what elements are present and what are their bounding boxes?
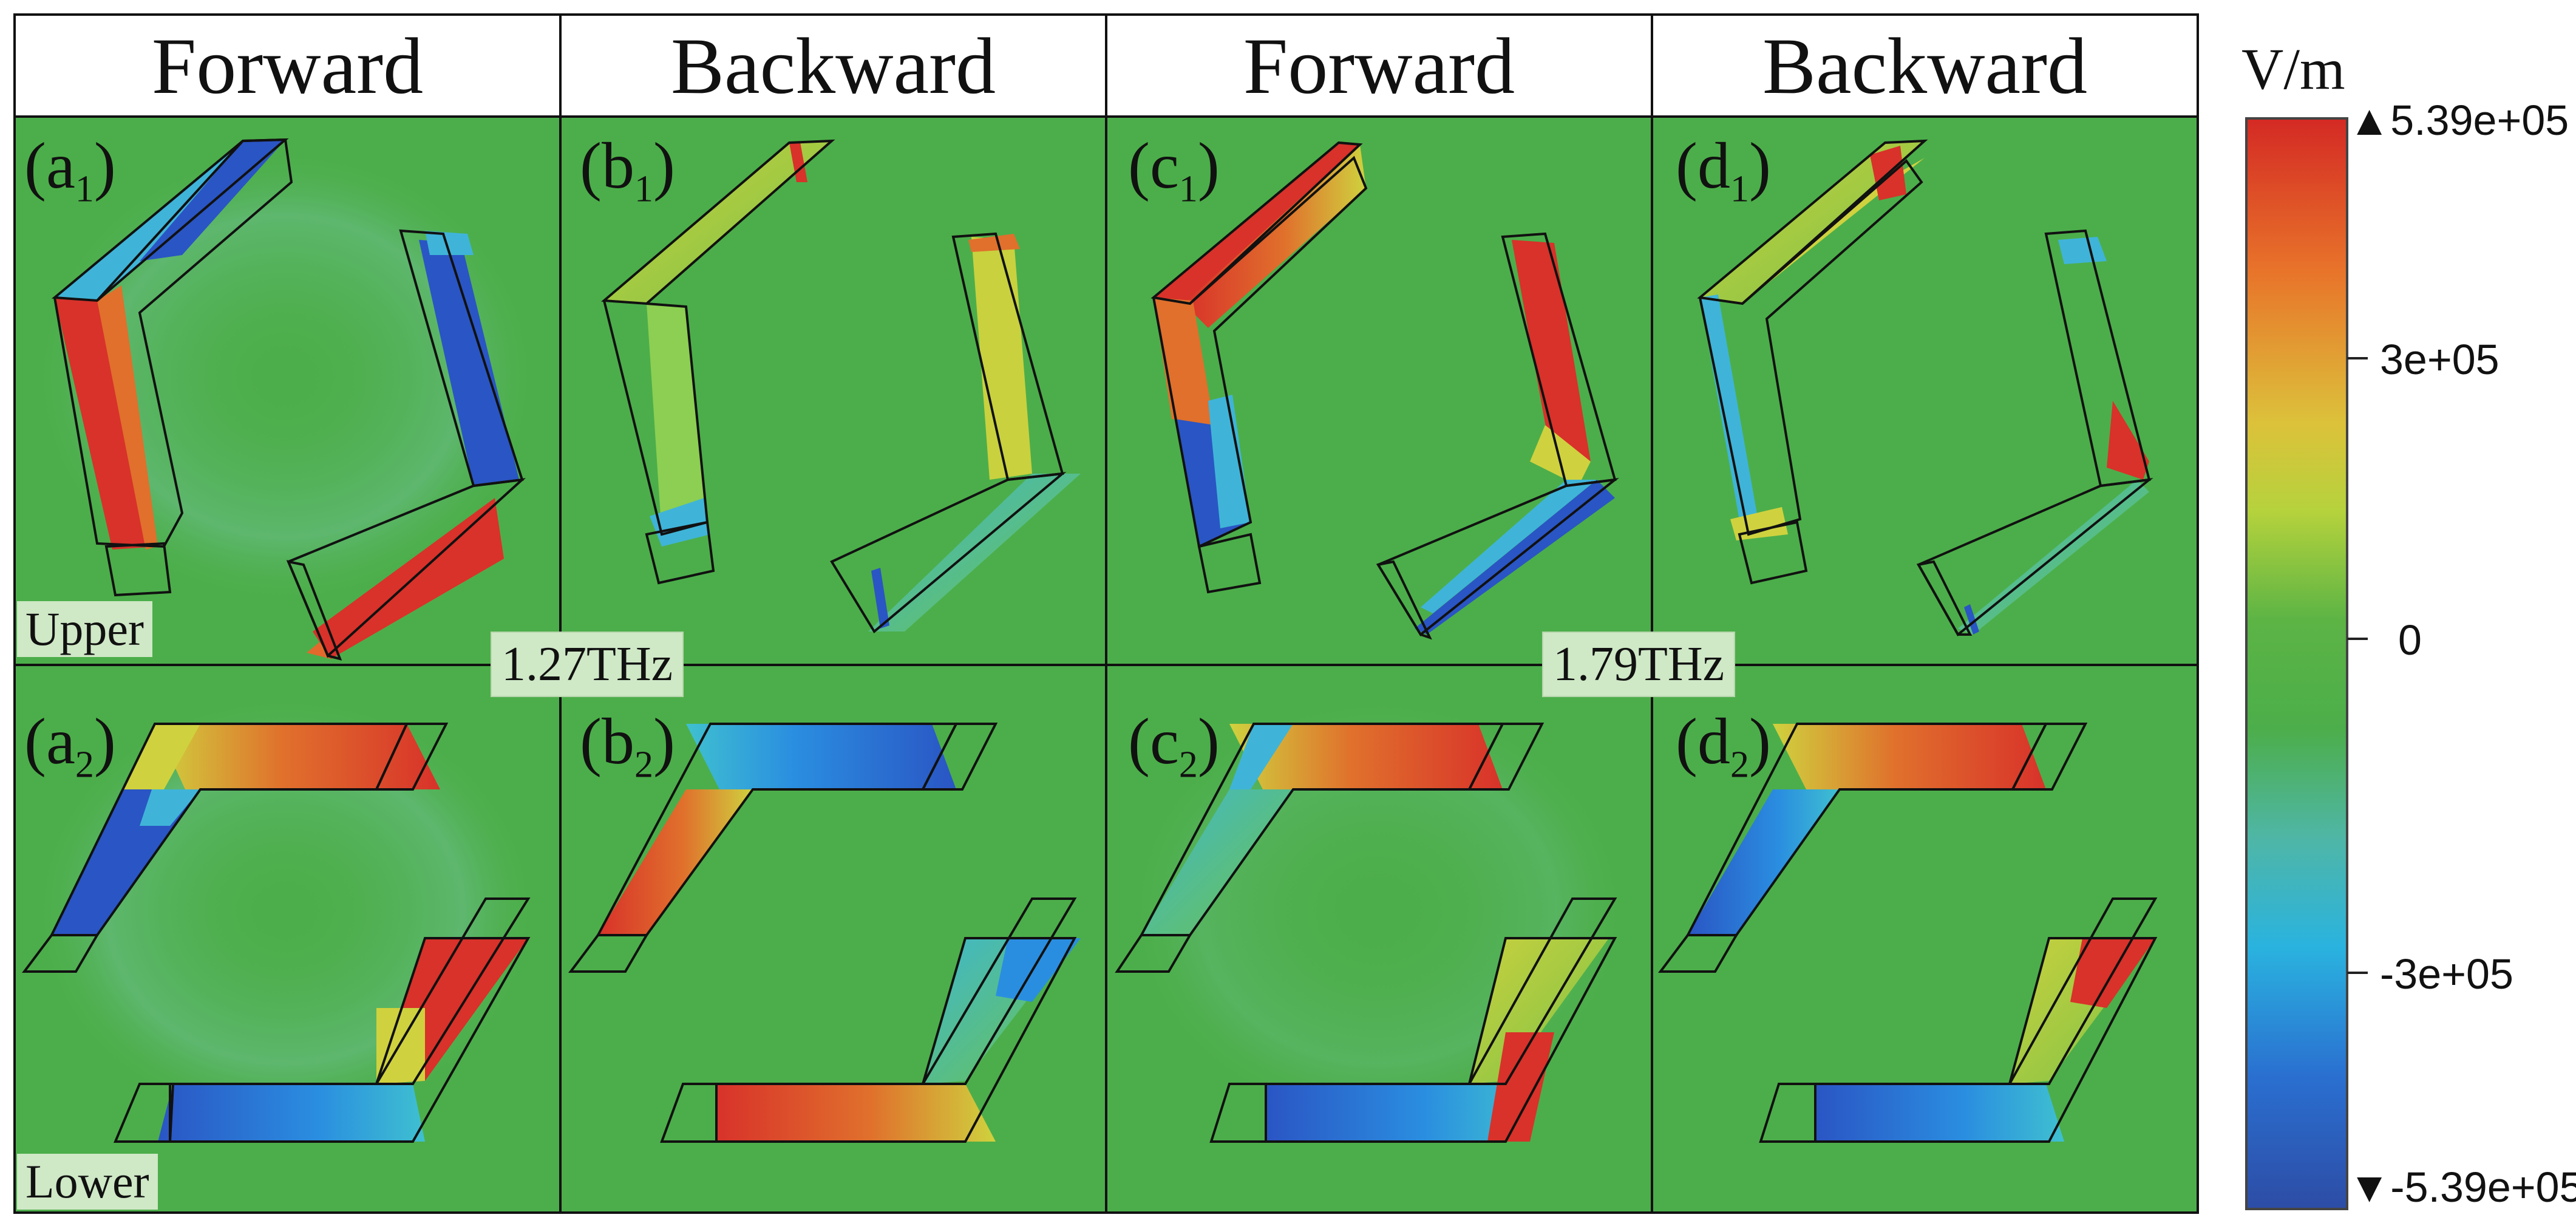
colorbar	[2245, 117, 2348, 1210]
panel-a1	[51, 138, 526, 661]
panel-label-b1: (b1)	[580, 130, 675, 210]
colorbar-max-label: ▲5.39e+05	[2348, 97, 2569, 144]
max-triangle-icon: ▲	[2348, 97, 2391, 144]
colorbar-tick-label: -3e+05	[2380, 950, 2513, 998]
min-triangle-icon: ▼	[2348, 1163, 2391, 1211]
header-col-1: Forward	[151, 21, 424, 111]
panel-b1	[600, 139, 1081, 634]
colorbar-tick	[2347, 357, 2368, 359]
colorbar-tick	[2347, 638, 2368, 640]
panel-label-b2: (b2)	[580, 706, 675, 786]
header-col-4: Backward	[1762, 21, 2088, 111]
panel-label-a1: (a1)	[24, 130, 116, 210]
panel-d1	[1697, 139, 2153, 637]
colorbar-tick	[2347, 972, 2368, 974]
panel-label-c2: (c2)	[1128, 706, 1220, 786]
colorbar-tick-label: 3e+05	[2380, 336, 2500, 383]
colorbar-min-label: ▼-5.39e+05	[2348, 1163, 2576, 1211]
row-label-lower: Lower	[17, 1154, 158, 1210]
header-col-3: Forward	[1243, 21, 1515, 111]
row-label-upper: Upper	[17, 601, 152, 657]
panel-label-a2: (a2)	[24, 706, 116, 786]
panel-label-d2: (d2)	[1676, 706, 1771, 786]
panel-d2	[1658, 723, 2158, 1143]
panel-c1	[1150, 141, 1619, 640]
colorbar-tick-label: 0	[2398, 616, 2422, 664]
frequency-label-2: 1.79THz	[1542, 632, 1736, 697]
panel-label-c1: (c1)	[1128, 130, 1220, 210]
frequency-label-1: 1.27THz	[491, 632, 684, 697]
panel-c2	[1115, 723, 1617, 1143]
panel-label-d1: (d1)	[1676, 130, 1771, 210]
panel-b2	[568, 723, 1081, 1143]
header-col-2: Backward	[670, 21, 996, 111]
colorbar-unit: V/m	[2241, 36, 2345, 101]
panel-a2	[22, 723, 531, 1143]
